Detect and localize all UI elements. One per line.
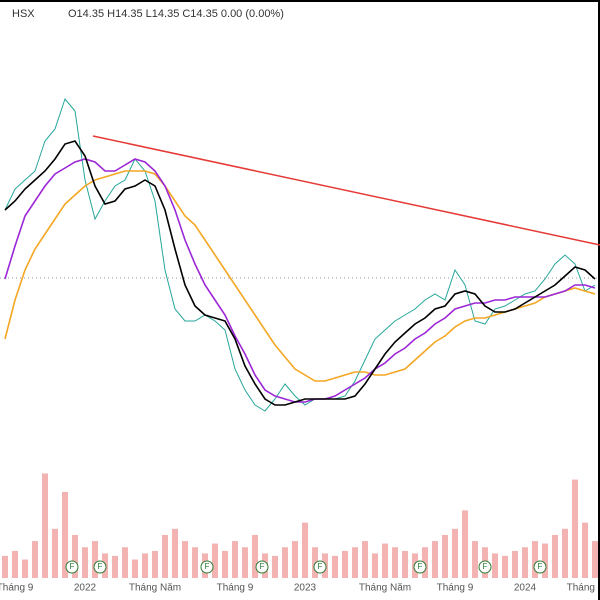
volume-bar (182, 541, 188, 578)
series-line (4, 158, 596, 403)
volume-bar (312, 547, 318, 578)
volume-bar (562, 528, 568, 578)
series-line (4, 170, 596, 382)
x-tick-label: Tháng 9 (437, 583, 474, 594)
volume-bar (542, 543, 548, 578)
volume-bar (152, 550, 158, 578)
marker: F (65, 560, 79, 574)
marker-label: F (98, 562, 103, 571)
volume-bar (492, 553, 498, 578)
volume-bar (532, 541, 538, 578)
volume-bar (372, 553, 378, 578)
volume-bar (242, 547, 248, 578)
volume-bar (582, 522, 588, 578)
volume-bar (302, 522, 308, 578)
x-tick-label: Tháng (567, 583, 595, 594)
volume-bar (82, 547, 88, 578)
volume-bar (402, 550, 408, 578)
volume-bar (362, 541, 368, 578)
marker: F (413, 560, 427, 574)
volume-bar (212, 543, 218, 578)
volume-bar (382, 543, 388, 578)
volume-bar (342, 550, 348, 578)
x-tick-label: Tháng Năm (359, 583, 411, 594)
marker-label: F (205, 562, 210, 571)
marker-label: F (483, 562, 488, 571)
x-tick-label: 2022 (74, 583, 97, 594)
volume-bar (352, 547, 358, 578)
x-tick-label: 2023 (294, 583, 317, 594)
x-tick-label: 2024 (514, 583, 537, 594)
ohlc: O14.35 H14.35 L14.35 C14.35 0.00 (0.00%) (68, 8, 284, 20)
volume-bar (292, 541, 298, 578)
volume-bar (92, 541, 98, 578)
volume-bar (552, 534, 558, 578)
volume-bar (52, 528, 58, 578)
volume-bar (472, 541, 478, 578)
volume-bar (432, 541, 438, 578)
marks: Tháng 9 2022 Tháng Năm Tháng 9 2023 Tháng Năm… (0, 97, 598, 594)
marker: F (200, 560, 214, 574)
volume-bar (592, 541, 598, 578)
marker-label: F (70, 562, 75, 571)
symbol: HSX (12, 8, 35, 20)
volume-bar (162, 534, 168, 578)
volume-bar (572, 479, 578, 578)
volume-bar (22, 559, 28, 578)
volume-bar (522, 547, 528, 578)
marker-label: F (418, 562, 423, 571)
volume-bar (452, 528, 458, 578)
event-markers: F F F F F F F F (65, 560, 547, 574)
volume-bar (332, 555, 338, 578)
volume-bar (122, 547, 128, 578)
volume-bar (422, 547, 428, 578)
volume-bar (132, 559, 138, 578)
volume-bar (512, 550, 518, 578)
volume-bar (172, 528, 178, 578)
marker-label: F (538, 562, 543, 571)
series-line (4, 140, 596, 406)
volume-bar (112, 555, 118, 578)
volume-bar (62, 491, 68, 578)
volume-bar (392, 547, 398, 578)
volume-bar (282, 547, 288, 578)
volume-bar (32, 541, 38, 578)
marker-label: F (318, 562, 323, 571)
volume-bar (222, 550, 228, 578)
volume-bar (442, 534, 448, 578)
volume-bar (12, 550, 18, 578)
marker: F (478, 560, 492, 574)
marker: F (255, 560, 269, 574)
volume-bar (142, 553, 148, 578)
volume-bar (462, 510, 468, 578)
volume-bar (72, 534, 78, 578)
trend-line (92, 135, 600, 246)
volume-bar (42, 473, 48, 578)
volume-bar (502, 555, 508, 578)
x-tick-label: Tháng 9 (0, 583, 34, 594)
x-tick-label: Tháng Năm (129, 583, 181, 594)
volume-bar (2, 555, 8, 578)
x-tick-label: Tháng 9 (217, 583, 254, 594)
volume-bar (232, 541, 238, 578)
volume-bar (272, 555, 278, 578)
volume-bar (252, 534, 258, 578)
marker: F (313, 560, 327, 574)
marker: F (93, 560, 107, 574)
marker: F (533, 560, 547, 574)
marker-label: F (260, 562, 265, 571)
volume-bar (192, 547, 198, 578)
